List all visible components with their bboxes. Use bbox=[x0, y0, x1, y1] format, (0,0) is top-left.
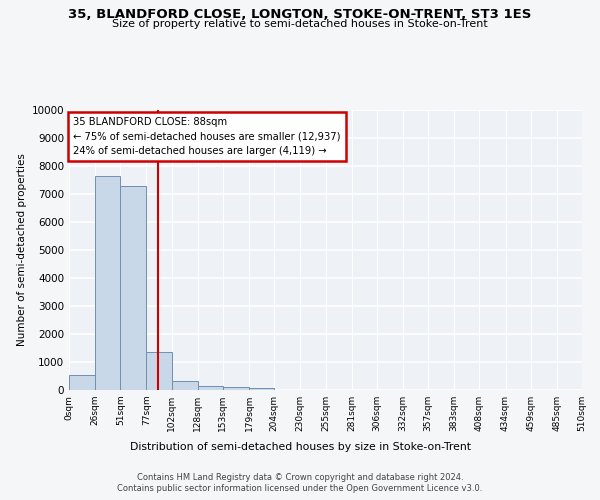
Text: 35, BLANDFORD CLOSE, LONGTON, STOKE-ON-TRENT, ST3 1ES: 35, BLANDFORD CLOSE, LONGTON, STOKE-ON-T… bbox=[68, 8, 532, 20]
Text: Contains HM Land Registry data © Crown copyright and database right 2024.: Contains HM Land Registry data © Crown c… bbox=[137, 472, 463, 482]
Y-axis label: Number of semi-detached properties: Number of semi-detached properties bbox=[17, 154, 28, 346]
Text: Distribution of semi-detached houses by size in Stoke-on-Trent: Distribution of semi-detached houses by … bbox=[130, 442, 470, 452]
Bar bbox=[172, 382, 198, 390]
Bar bbox=[69, 374, 95, 390]
Text: 35 BLANDFORD CLOSE: 88sqm
← 75% of semi-detached houses are smaller (12,937)
24%: 35 BLANDFORD CLOSE: 88sqm ← 75% of semi-… bbox=[73, 117, 341, 156]
Bar bbox=[198, 386, 223, 390]
Bar bbox=[249, 388, 274, 390]
Text: Contains public sector information licensed under the Open Government Licence v3: Contains public sector information licen… bbox=[118, 484, 482, 493]
Bar bbox=[146, 352, 172, 390]
Bar bbox=[120, 186, 146, 390]
Bar bbox=[95, 176, 121, 390]
Bar bbox=[223, 388, 249, 390]
Text: Size of property relative to semi-detached houses in Stoke-on-Trent: Size of property relative to semi-detach… bbox=[112, 19, 488, 29]
